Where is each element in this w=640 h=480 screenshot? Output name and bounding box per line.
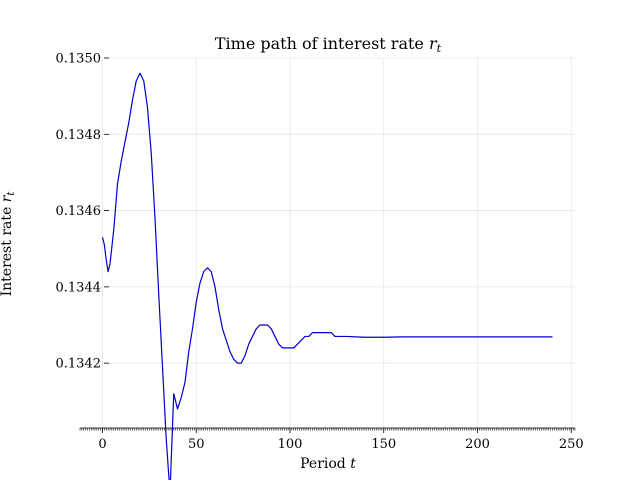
y-tick-label: 0.1342: [56, 357, 102, 372]
series-line: [101, 72, 553, 480]
x-tick-label: 150: [371, 437, 396, 452]
x-tick-label: 0: [98, 437, 106, 452]
grid: [80, 57, 575, 428]
x-axis-title: Period t: [300, 456, 356, 472]
chart-title: Time path of interest rate rt: [215, 34, 442, 55]
x-tick-label: 200: [465, 437, 490, 452]
y-tick-label: 0.1344: [56, 280, 102, 295]
y-tick-label: 0.1348: [56, 128, 102, 143]
y-tick-label: 0.1346: [56, 204, 102, 219]
y-tick-label: 0.1350: [56, 52, 102, 67]
x-tick-label: 250: [559, 437, 584, 452]
x-tick-label: 50: [188, 437, 205, 452]
y-axis: 0.1342 0.1344 0.1346 0.1348 0.1350: [56, 52, 109, 372]
y-axis-title: Interest rate rt: [0, 192, 17, 297]
series: [101, 72, 553, 480]
x-axis: 0 50 100 150 200 250: [79, 427, 584, 452]
x-tick-label: 100: [278, 437, 303, 452]
